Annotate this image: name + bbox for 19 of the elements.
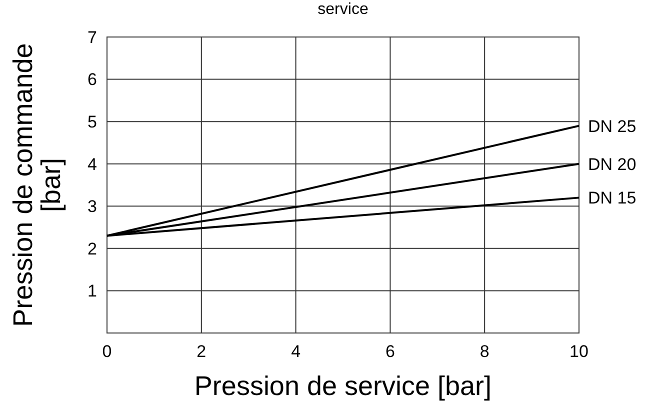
x-axis-title: Pression de service [bar]: [194, 371, 492, 401]
x-tick-label: 6: [385, 342, 395, 361]
x-tick-label: 10: [570, 342, 588, 361]
y-tick-label: 6: [88, 70, 97, 90]
x-tick-label: 8: [480, 342, 490, 361]
y-axis-title: Pression de commande [bar]: [8, 43, 66, 327]
chart-title: service: [318, 1, 368, 18]
x-tick-label: 0: [102, 342, 112, 361]
y-tick-label: 3: [88, 197, 97, 216]
x-tick-label: 2: [196, 342, 206, 361]
series-label: DN 25: [588, 116, 636, 136]
x-tick-label: 4: [291, 342, 301, 361]
series-label: DN 20: [588, 154, 636, 174]
y-tick-label: 7: [88, 28, 97, 47]
y-tick-label: 5: [88, 112, 97, 132]
y-tick-label: 2: [88, 239, 97, 258]
series-label: DN 15: [588, 188, 636, 208]
y-tick-label: 1: [88, 282, 97, 301]
y-tick-label: 4: [88, 154, 97, 174]
